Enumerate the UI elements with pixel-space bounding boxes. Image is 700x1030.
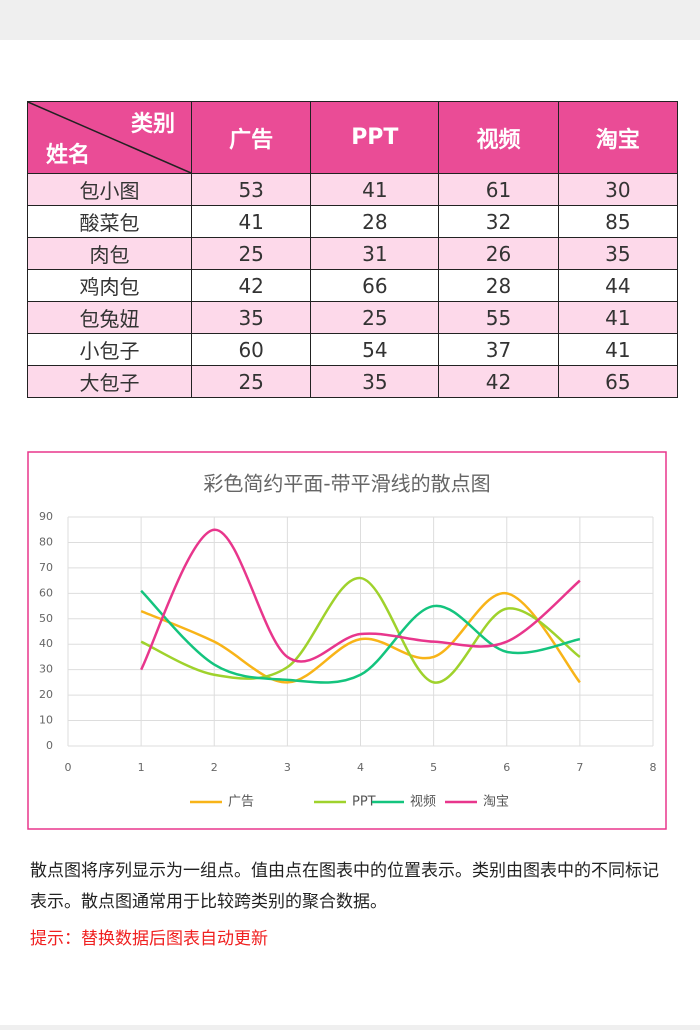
description: 散点图将序列显示为一组点。值由点在图表中的位置表示。类别由图表中的不同标记表示。… bbox=[30, 861, 659, 912]
value-cell: 41 bbox=[310, 173, 440, 206]
corner-cell: 类别 姓名 bbox=[27, 101, 192, 174]
y-tick-label: 90 bbox=[39, 510, 53, 523]
y-tick-label: 70 bbox=[39, 561, 53, 574]
corner-bottom: 姓名 bbox=[46, 143, 91, 168]
value-cell: 26 bbox=[438, 237, 559, 270]
table-row: 小包子 60 54 37 41 bbox=[27, 333, 679, 366]
header-cell: 淘宝 bbox=[557, 101, 679, 174]
y-tick-label: 20 bbox=[39, 688, 53, 701]
y-tick-label: 0 bbox=[46, 739, 53, 752]
series-line bbox=[140, 589, 581, 684]
value-cell: 35 bbox=[557, 237, 679, 270]
header-row: 类别 姓名 广告 PPT 视频 淘宝 bbox=[27, 101, 679, 174]
value-cell: 66 bbox=[310, 269, 440, 302]
value-cell: 41 bbox=[557, 333, 679, 366]
y-tick-label: 50 bbox=[39, 612, 53, 625]
y-tick-label: 80 bbox=[39, 535, 53, 548]
value-cell: 30 bbox=[557, 173, 679, 206]
header-cell: 视频 bbox=[438, 101, 559, 174]
name-cell: 小包子 bbox=[27, 333, 192, 366]
value-cell: 28 bbox=[310, 205, 440, 238]
x-tick-label: 5 bbox=[430, 761, 437, 774]
series-line bbox=[140, 576, 581, 684]
x-tick-label: 4 bbox=[357, 761, 364, 774]
diagonal bbox=[28, 102, 191, 173]
value-cell: 25 bbox=[190, 365, 312, 398]
corner-top: 类别 bbox=[130, 112, 175, 137]
hint: 提示：替换数据后图表自动更新 bbox=[30, 929, 268, 949]
value-cell: 37 bbox=[438, 333, 559, 366]
value-cell: 44 bbox=[557, 269, 679, 302]
legend-label: PPT bbox=[352, 795, 376, 810]
chart: 彩色简约平面-带平滑线的散点图 0 10 20 30 40 50 60 70 80 90 0 1 2 3 4… bbox=[27, 451, 667, 830]
top-bar bbox=[0, 0, 700, 40]
y-tick-label: 60 bbox=[39, 586, 53, 599]
value-cell: 31 bbox=[310, 237, 440, 270]
y-tick-label: 40 bbox=[39, 637, 53, 650]
table-row: 大包子 25 35 42 65 bbox=[27, 365, 679, 398]
chart-frame bbox=[27, 451, 667, 830]
value-cell: 60 bbox=[190, 333, 312, 366]
name-cell: 大包子 bbox=[27, 365, 192, 398]
value-cell: 28 bbox=[438, 269, 559, 302]
value-cell: 53 bbox=[190, 173, 312, 206]
series-line bbox=[140, 592, 581, 684]
series-line bbox=[140, 528, 581, 671]
table-row: 包小图 53 41 61 30 bbox=[27, 173, 679, 206]
x-tick-label: 7 bbox=[576, 761, 583, 774]
value-cell: 35 bbox=[190, 301, 312, 334]
name-cell: 包小图 bbox=[27, 173, 192, 206]
name-cell: 鸡肉包 bbox=[27, 269, 192, 302]
x-tick-label: 1 bbox=[138, 761, 145, 774]
legend-label: 视频 bbox=[410, 795, 436, 810]
header-cell: 广告 bbox=[190, 101, 312, 174]
bottom-bar bbox=[0, 1025, 700, 1030]
value-cell: 55 bbox=[438, 301, 559, 334]
x-tick-label: 6 bbox=[503, 761, 510, 774]
table-row: 酸菜包 41 28 32 85 bbox=[27, 205, 679, 238]
table-row: 鸡肉包 42 66 28 44 bbox=[27, 269, 679, 302]
value-cell: 42 bbox=[438, 365, 559, 398]
value-cell: 85 bbox=[557, 205, 679, 238]
value-cell: 54 bbox=[310, 333, 440, 366]
name-cell: 酸菜包 bbox=[27, 205, 192, 238]
legend-label: 淘宝 bbox=[483, 795, 509, 810]
x-tick-label: 2 bbox=[211, 761, 218, 774]
value-cell: 41 bbox=[557, 301, 679, 334]
chart-title: 彩色简约平面-带平滑线的散点图 bbox=[203, 472, 490, 496]
name-cell: 包兔妞 bbox=[27, 301, 192, 334]
y-tick-label: 10 bbox=[39, 714, 53, 727]
value-cell: 42 bbox=[190, 269, 312, 302]
name-cell: 肉包 bbox=[27, 237, 192, 270]
legend-label: 广告 bbox=[228, 795, 254, 810]
x-tick-label: 8 bbox=[650, 761, 657, 774]
value-cell: 25 bbox=[310, 301, 440, 334]
value-cell: 32 bbox=[438, 205, 559, 238]
data-table: 类别 姓名 广告 PPT 视频 淘宝 包小图 53 41 61 30 酸菜包 41 28 32 85 肉包… bbox=[27, 101, 679, 398]
value-cell: 25 bbox=[190, 237, 312, 270]
x-tick-label: 3 bbox=[284, 761, 291, 774]
header-cell: PPT bbox=[310, 101, 440, 174]
y-tick-label: 30 bbox=[39, 663, 53, 676]
table-row: 包兔妞 35 25 55 41 bbox=[27, 301, 679, 334]
table-row: 肉包 25 31 26 35 bbox=[27, 237, 679, 270]
x-tick-label: 0 bbox=[65, 761, 72, 774]
value-cell: 65 bbox=[557, 365, 679, 398]
value-cell: 61 bbox=[438, 173, 559, 206]
value-cell: 41 bbox=[190, 205, 312, 238]
value-cell: 35 bbox=[310, 365, 440, 398]
